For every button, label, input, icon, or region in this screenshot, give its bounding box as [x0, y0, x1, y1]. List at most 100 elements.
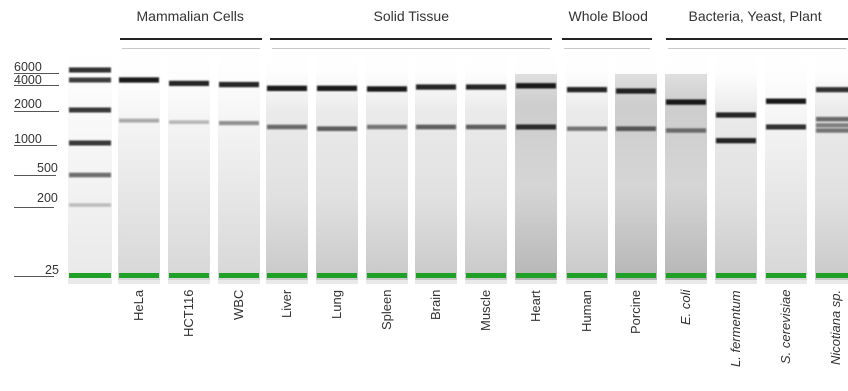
lane-s-cerevisiae-band-1: [766, 98, 806, 104]
ladder-tick-6000: [14, 73, 59, 74]
lane-l-fermentum-band-1: [716, 112, 756, 118]
lane-brain-marker-band: [416, 273, 456, 278]
ladder-band-500: [69, 172, 111, 178]
lane-wbc-marker-band: [219, 273, 259, 278]
lane-muscle-band-1: [466, 84, 506, 90]
lane-muscle-smear: [465, 74, 507, 280]
lane-wbc-band-2: [219, 121, 259, 126]
lane-hct116-band-1: [169, 80, 209, 86]
lane-spleen-marker-band: [367, 273, 407, 278]
lane-liver-band-2: [267, 124, 307, 130]
ladder-tick-4000: [14, 85, 59, 86]
lane-hct116-smear: [168, 74, 210, 280]
lane-human-marker-band: [567, 273, 607, 278]
lane-nicotiana-sp-band-2: [816, 116, 848, 122]
lane-label-brain: Brain: [428, 289, 443, 320]
ladder-band-2000: [69, 107, 111, 113]
lane-label-l-fermentum: L. fermentum: [728, 290, 743, 367]
lane-brain-band-1: [416, 84, 456, 90]
lane-lung-band-2: [317, 126, 357, 132]
group-title-solid-tissue: Solid Tissue: [373, 8, 449, 24]
lane-label-heart: Heart: [528, 290, 543, 322]
ladder-label-25: 25: [45, 263, 59, 277]
group-title-whole-blood: Whole Blood: [568, 8, 648, 24]
ladder-label-6000: 6000: [14, 60, 42, 74]
lane-porcine-band-2: [616, 126, 656, 132]
lane-hela-marker-band: [119, 273, 159, 278]
ladder-tick-25: [14, 276, 54, 277]
ladder-label-4000: 4000: [14, 73, 42, 87]
ladder-label-200: 200: [37, 191, 58, 205]
group-divider-bacteria-yeast-plant: [668, 48, 846, 49]
lane-wbc-smear: [218, 74, 260, 280]
lane-label-e-coli: E. coli: [678, 289, 693, 325]
group-bar-bacteria-yeast-plant: [666, 38, 848, 40]
lane-liver-smear: [266, 74, 308, 280]
group-bar-whole-blood: [562, 38, 652, 40]
group-divider-mammalian-cells: [122, 48, 260, 49]
lane-nicotiana-sp-band-3: [816, 123, 848, 128]
lane-human-smear: [566, 74, 608, 280]
lane-lung-band-1: [317, 85, 357, 92]
group-title-bacteria-yeast-plant: Bacteria, Yeast, Plant: [688, 8, 822, 24]
ladder-tick-2000: [14, 111, 59, 112]
lane-label-muscle: Muscle: [478, 289, 493, 331]
lane-liver-band-1: [267, 85, 307, 92]
lane-lung-smear: [316, 74, 358, 280]
lane-hct116-band-2: [169, 120, 209, 124]
group-bar-mammalian-cells: [120, 38, 262, 40]
ladder-label-500: 500: [37, 161, 58, 175]
lane-e-coli-smear: [665, 74, 707, 280]
lane-l-fermentum-marker-band: [716, 273, 756, 278]
ladder-label-2000: 2000: [14, 97, 42, 111]
lane-label-spleen: Spleen: [379, 289, 394, 330]
lane-human-band-2: [567, 126, 607, 131]
ladder-lane: [68, 54, 112, 284]
lane-s-cerevisiae-marker-band: [766, 273, 806, 278]
lane-label-human: Human: [579, 290, 594, 332]
lane-porcine-band-1: [616, 88, 656, 94]
lane-wbc-band-1: [219, 81, 259, 88]
lane-label-liver: Liver: [279, 289, 294, 318]
lane-hela-smear: [118, 74, 160, 280]
lane-heart-smear: [515, 74, 557, 280]
lane-muscle-band-2: [466, 124, 506, 130]
lane-nicotiana-sp-smear: [815, 74, 848, 280]
ladder-band-1000: [69, 140, 111, 146]
lane-hela-band-2: [119, 118, 159, 123]
lane-nicotiana-sp-band-4: [816, 128, 848, 133]
lane-e-coli-band-1: [666, 99, 706, 105]
lane-l-fermentum-band-2: [716, 138, 756, 144]
lane-human-band-1: [567, 87, 607, 93]
lane-label-porcine: Porcine: [628, 289, 643, 334]
lane-nicotiana-sp-marker-band: [816, 273, 848, 278]
lane-heart-band-2: [516, 124, 556, 130]
lane-porcine-marker-band: [616, 273, 656, 278]
lane-hela-band-1: [119, 77, 159, 83]
ladder-tick-200: [14, 207, 54, 208]
lane-liver-marker-band: [267, 273, 307, 278]
lane-l-fermentum-smear: [715, 74, 757, 280]
lane-heart-marker-band: [516, 273, 556, 278]
lane-lung-marker-band: [317, 273, 357, 278]
lane-label-s-cerevisiae: S. cerevisiae: [778, 289, 793, 364]
ladder-band-6000: [69, 67, 111, 73]
lane-label-nicotiana-sp: Nicotiana sp.: [828, 289, 843, 365]
lane-nicotiana-sp-band-1: [816, 87, 848, 93]
ladder-tick-500: [14, 175, 56, 176]
lane-label-lung: Lung: [329, 290, 344, 319]
group-title-mammalian-cells: Mammalian Cells: [136, 8, 244, 24]
ladder-tick-1000: [14, 145, 57, 146]
ladder-band-200: [69, 203, 111, 207]
group-divider-solid-tissue: [272, 48, 550, 49]
lane-label-hela: HeLa: [131, 289, 146, 321]
lane-heart-band-1: [516, 83, 556, 89]
lane-spleen-band-2: [367, 124, 407, 130]
lane-s-cerevisiae-smear: [765, 74, 807, 280]
ladder-band-4000: [69, 77, 111, 83]
lane-s-cerevisiae-band-2: [766, 124, 806, 130]
lane-e-coli-band-2: [666, 128, 706, 133]
lane-muscle-marker-band: [466, 273, 506, 278]
lane-label-wbc: WBC: [231, 289, 246, 320]
